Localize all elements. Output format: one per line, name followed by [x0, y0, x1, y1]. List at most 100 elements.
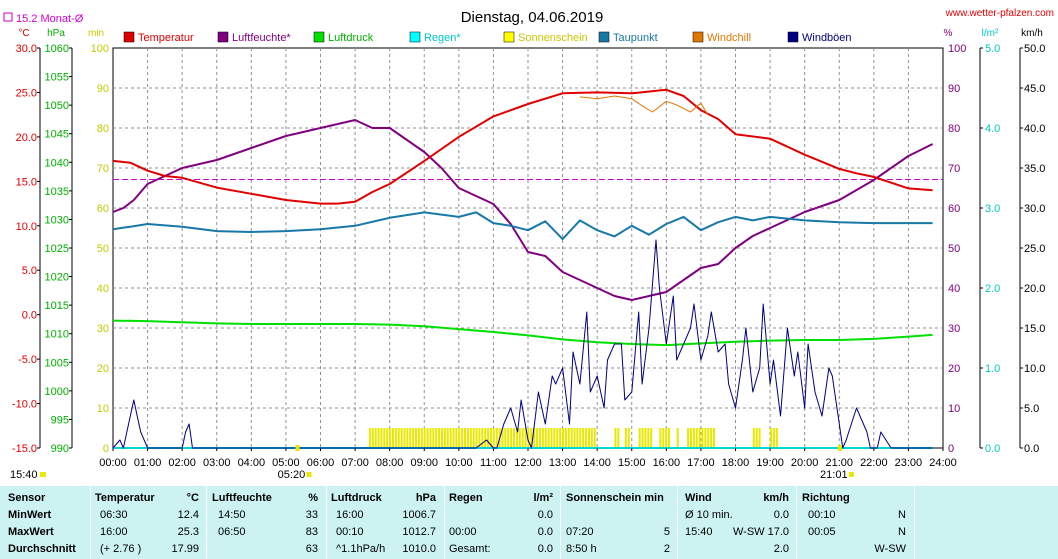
direction-value: N — [898, 509, 906, 521]
tick-label-humidity_pct: 60 — [948, 203, 960, 215]
tick-label-wind_kmh: 40.0 — [1024, 123, 1045, 135]
tick-label-pressure: 1020 — [45, 272, 69, 284]
unit-min: min — [88, 28, 104, 39]
x-axis: 00:00 01:00 02:00 03:00 04:00 05:00 06:00 07:00… — [99, 445, 957, 481]
x-tick-label: 08:00 — [376, 457, 404, 469]
direction-time: 00:05 — [808, 526, 836, 538]
humidity-time: 06:50 — [218, 526, 246, 538]
pressure-value: 1006.7 — [402, 509, 436, 521]
sunshine-bar — [440, 428, 443, 448]
sunshine-bar — [510, 428, 513, 448]
temp-value: 17.99 — [171, 543, 199, 555]
tick-label-sunshine_min: 50 — [97, 243, 109, 255]
row-label: MaxWert — [8, 526, 54, 538]
sunrise-dot — [306, 472, 312, 477]
tick-label-temperature: 15.0 — [16, 176, 37, 188]
direction-value: N — [898, 526, 906, 538]
sunshine-bar — [547, 428, 550, 448]
direction-value: W-SW — [874, 543, 906, 555]
tick-label-humidity_pct: 80 — [948, 123, 960, 135]
sunshine-bar — [386, 428, 389, 448]
sunshine-bar — [458, 428, 461, 448]
sunshine-bars — [368, 428, 778, 448]
x-tick-label: 10:00 — [445, 457, 473, 469]
sunshine-bar — [417, 428, 420, 448]
tick-label-pressure: 1000 — [45, 386, 69, 398]
sunshine-bar — [638, 428, 641, 448]
sunshine-bar — [409, 428, 412, 448]
sunshine-bar — [556, 428, 559, 448]
sunshine-bar — [389, 428, 392, 448]
sunshine-bar — [713, 428, 716, 448]
sunshine-bar — [695, 428, 698, 448]
x-tick-label: 02:00 — [168, 457, 196, 469]
tick-label-temperature: 0.0 — [22, 310, 37, 322]
sunshine-bar — [515, 428, 518, 448]
sunshine-bar — [429, 428, 432, 448]
tick-label-pressure: 1010 — [45, 329, 69, 341]
header-pressure-unit: hPa — [415, 492, 436, 504]
tick-label-rain_lm2: 3.0 — [985, 203, 1000, 215]
sunshine-bar — [521, 428, 524, 448]
humidity-value: 33 — [305, 509, 318, 521]
temp-time: 06:30 — [100, 509, 128, 521]
sunshine-bar — [665, 428, 668, 448]
sunshine-bar — [772, 428, 775, 448]
sunshine-bar — [443, 428, 446, 448]
month-avg-icon — [3, 12, 13, 22]
tick-label-rain_lm2: 0.0 — [985, 443, 1000, 455]
sunshine-bar — [617, 428, 620, 448]
wind-value: 2.0 — [773, 543, 789, 555]
header-pressure: Luftdruck — [331, 492, 382, 504]
tick-label-temperature: 10.0 — [16, 221, 37, 233]
sunshine-bar — [527, 428, 530, 448]
sunshine-bar — [438, 428, 441, 448]
header-wind: Wind — [685, 492, 712, 504]
column-separator — [326, 486, 327, 559]
tick-label-humidity_pct: 50 — [948, 243, 960, 255]
axes: 30.0 25.0 20.0 15.0 10.0 5.0 0.0 -5.0 -10.0 -15.0… — [12, 43, 1046, 455]
sunshine-bar — [507, 428, 510, 448]
legend-swatch — [598, 31, 610, 43]
legend-swatch — [692, 31, 704, 43]
x-tick-label: 06:00 — [307, 457, 335, 469]
tick-label-pressure: 1025 — [45, 243, 69, 255]
site-link[interactable]: www.wetter-pfalzen.com — [945, 8, 1054, 19]
sunshine-bar — [533, 428, 536, 448]
sunshine-bar — [472, 428, 475, 448]
unit-percent: % — [944, 28, 953, 39]
sunshine-bar — [701, 428, 704, 448]
sunshine-bar — [593, 428, 596, 448]
sunshine-bar — [412, 428, 415, 448]
header-wind-unit: km/h — [763, 492, 789, 504]
sunshine-bar — [400, 428, 403, 448]
sunshine-bar — [492, 428, 495, 448]
temp-time: 16:00 — [100, 526, 128, 538]
sunshine-bar — [469, 428, 472, 448]
sunshine-bar — [573, 428, 576, 448]
sunshine-bar — [570, 428, 573, 448]
tick-label-temperature: -5.0 — [18, 354, 37, 366]
tick-label-sunshine_min: 100 — [91, 43, 109, 55]
sunshine-bar — [380, 428, 383, 448]
x-tick-label: 04:00 — [238, 457, 266, 469]
x-tick-label: 17:00 — [687, 457, 715, 469]
unit-hpa: hPa — [47, 28, 65, 39]
sunshine-bar — [368, 428, 371, 448]
sunshine-bar — [562, 428, 565, 448]
tick-label-humidity_pct: 30 — [948, 323, 960, 335]
sunrise-label: 05:20 — [278, 469, 306, 481]
sunshine-bar — [585, 428, 588, 448]
sunshine-bar — [452, 428, 455, 448]
rain-time: Gesamt: — [449, 543, 491, 555]
sunshine-value: 5 — [663, 526, 670, 538]
sunshine-bar — [481, 428, 484, 448]
wind-value: W-SW 17.0 — [732, 526, 789, 538]
legend-swatch — [409, 31, 421, 43]
tick-label-wind_kmh: 20.0 — [1024, 283, 1045, 295]
sunshine-bar — [704, 428, 707, 448]
tick-label-temperature: 5.0 — [22, 265, 37, 277]
sunshine-bar — [755, 428, 758, 448]
x-tick-label: 13:00 — [549, 457, 577, 469]
sunshine-bar — [758, 428, 761, 448]
